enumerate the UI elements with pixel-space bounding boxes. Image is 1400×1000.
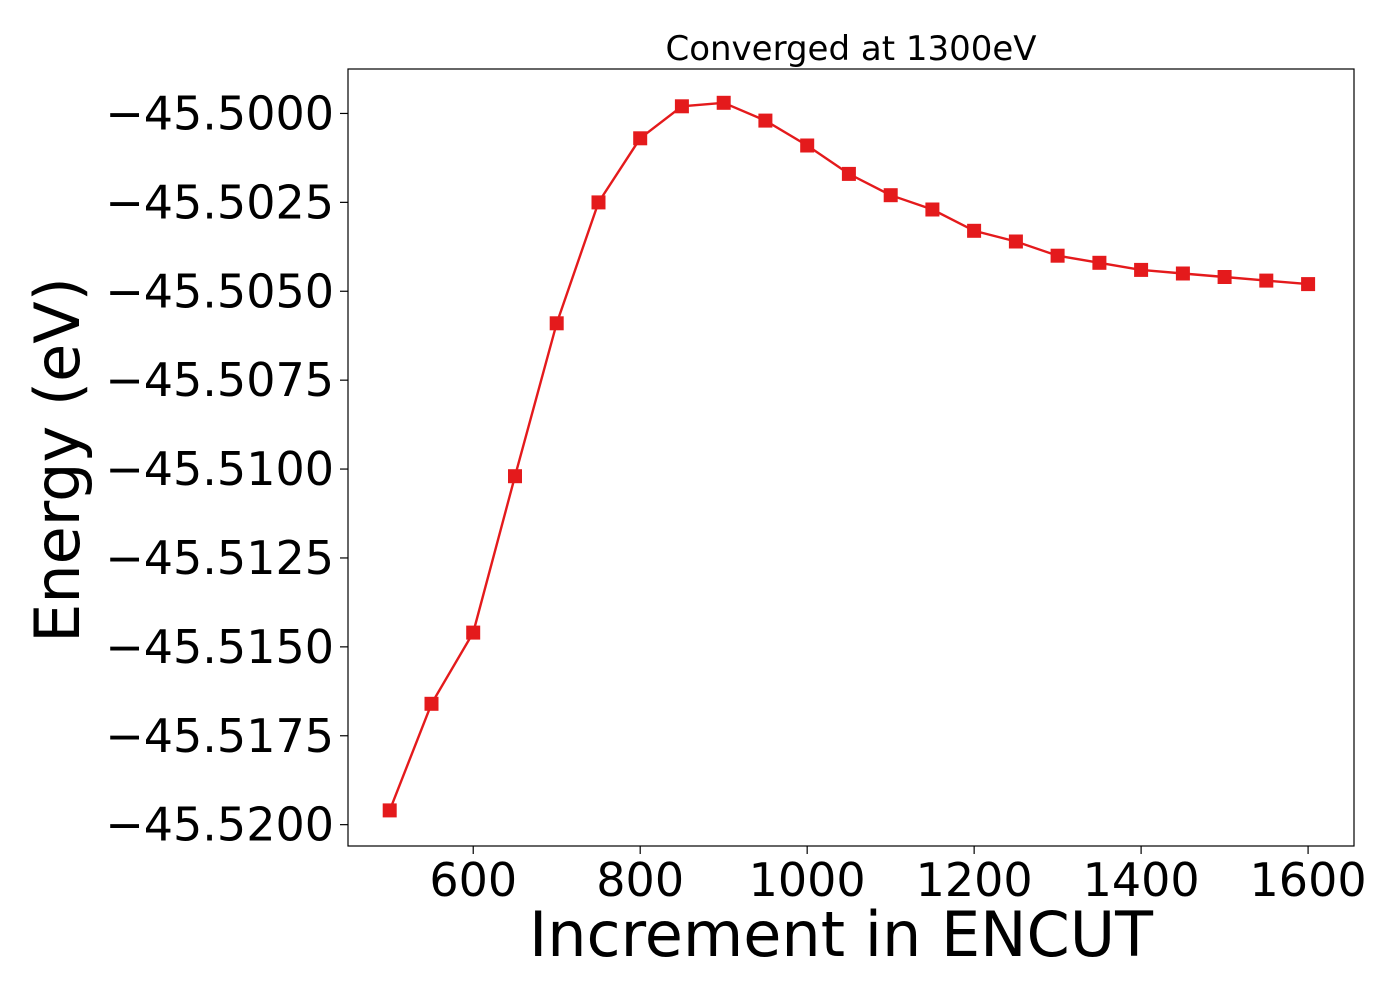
plot-area (382, 95, 1316, 818)
y-tick-label: −45.5125 (105, 531, 334, 585)
x-tick-label: 1600 (1250, 853, 1367, 907)
x-tick-label: 1000 (749, 853, 866, 907)
data-point (466, 625, 481, 640)
data-point (716, 95, 731, 110)
data-point (591, 195, 606, 210)
y-tick-label: −45.5175 (105, 709, 334, 763)
data-point (1175, 266, 1190, 281)
x-tick-label: 800 (596, 853, 684, 907)
data-point (382, 803, 397, 818)
data-point (549, 316, 564, 331)
y-tick-label: −45.5200 (105, 798, 334, 852)
y-tick-label: −45.5025 (105, 175, 334, 229)
y-tick-label: −45.5150 (105, 620, 334, 674)
data-point (883, 188, 898, 203)
data-point (758, 113, 773, 128)
x-tick-label: 1200 (916, 853, 1033, 907)
series-line (388, 101, 1309, 811)
x-axis: 600 800 1000 1200 1400 1600 (429, 846, 1367, 907)
y-tick-label: −45.5075 (105, 353, 334, 407)
x-tick-label: 1400 (1083, 853, 1200, 907)
data-point (967, 223, 982, 238)
data-point (1008, 234, 1023, 249)
y-tick-label: −45.5000 (105, 86, 334, 140)
x-axis-label: Increment in ENCUT (529, 898, 1154, 971)
y-axis: −45.5000 −45.5025 −45.5050 −45.5075 −45.5100… (105, 86, 348, 852)
data-point (508, 469, 522, 484)
data-point (841, 166, 856, 181)
data-point (674, 99, 689, 114)
data-point (1134, 262, 1149, 277)
plot-frame (347, 68, 1355, 847)
x-tick-label: 600 (429, 853, 517, 907)
chart-title: Converged at 1300eV (665, 29, 1036, 69)
y-axis-label: Energy (eV) (21, 277, 94, 643)
data-point (1217, 270, 1232, 284)
data-point (1092, 255, 1107, 270)
y-tick-label: −45.5100 (105, 442, 334, 496)
y-tick-label: −45.5050 (105, 264, 334, 318)
data-point (1259, 273, 1274, 288)
data-point (1050, 248, 1065, 263)
data-point (1301, 277, 1316, 292)
data-point (633, 131, 648, 146)
data-point (800, 138, 815, 153)
data-point (925, 202, 940, 217)
data-point (424, 696, 439, 711)
